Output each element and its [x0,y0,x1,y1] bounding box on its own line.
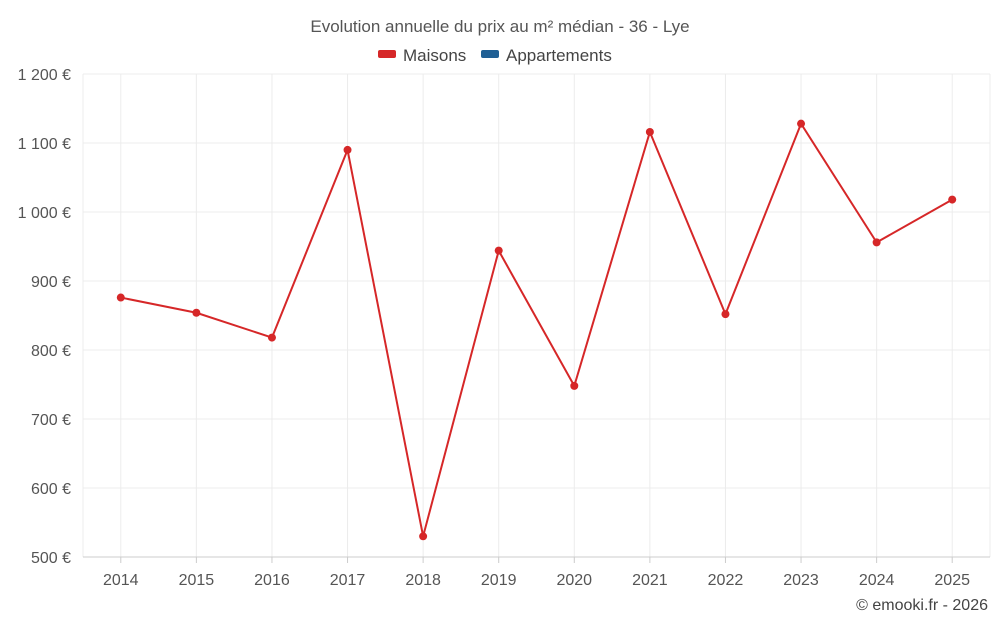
x-tick-label: 2018 [405,572,441,589]
credit-text: © emooki.fr - 2026 [856,597,988,614]
x-tick-label: 2019 [481,572,517,589]
legend-label-appartements: Appartements [506,46,612,65]
data-point-maisons-2020[interactable] [570,381,579,390]
data-point-maisons-2015[interactable] [192,308,201,317]
grid [82,73,991,557]
data-point-maisons-2021[interactable] [645,127,654,136]
data-point-maisons-2019[interactable] [494,246,503,255]
legend: Maisons Appartements [378,46,612,65]
series-line-maisons [120,122,953,538]
y-tick-label: 1 200 € [18,67,71,84]
y-tick-label: 900 € [31,274,71,291]
chart-title: Evolution annuelle du prix au m² médian … [310,17,689,36]
data-point-maisons-2017[interactable] [343,145,352,154]
x-tick-label: 2023 [783,572,819,589]
data-point-maisons-2023[interactable] [797,119,806,128]
series-layer [116,119,957,541]
y-tick-label: 800 € [31,343,71,360]
x-tick-label: 2025 [934,572,970,589]
data-point-maisons-2018[interactable] [419,532,428,541]
y-tick-label: 600 € [31,481,71,498]
data-point-maisons-2014[interactable] [116,293,125,302]
x-tick-label: 2017 [330,572,366,589]
y-tick-label: 700 € [31,412,71,429]
x-tick-label: 2014 [103,572,139,589]
legend-swatch-appartements [481,50,499,58]
legend-swatch-maisons [378,50,396,58]
x-tick-label: 2022 [708,572,744,589]
axes: 500 € 600 € 700 € 800 € 900 € 1 000 € 1 100 € 1… [18,67,990,589]
legend-item-appartements[interactable]: Appartements [481,46,612,65]
x-tick-label: 2024 [859,572,895,589]
x-tick-label: 2020 [556,572,592,589]
data-point-maisons-2016[interactable] [267,333,276,342]
y-tick-label: 500 € [31,550,71,567]
data-point-maisons-2022[interactable] [721,310,730,319]
x-tick-label: 2015 [179,572,215,589]
x-tick-label: 2016 [254,572,290,589]
data-point-maisons-2025[interactable] [948,195,957,204]
legend-label-maisons: Maisons [403,46,466,65]
legend-item-maisons[interactable]: Maisons [378,46,466,65]
y-tick-label: 1 000 € [18,205,71,222]
y-tick-label: 1 100 € [18,136,71,153]
data-point-maisons-2024[interactable] [872,238,881,247]
x-tick-label: 2021 [632,572,668,589]
